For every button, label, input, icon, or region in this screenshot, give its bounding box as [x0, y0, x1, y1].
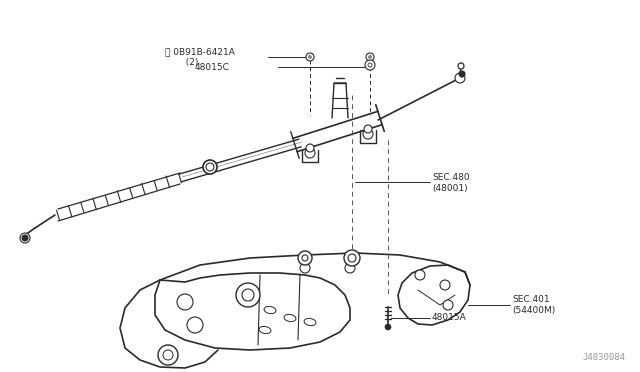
Circle shape — [22, 235, 28, 241]
Text: (54400M): (54400M) — [512, 305, 556, 314]
Circle shape — [306, 53, 314, 61]
Circle shape — [364, 125, 372, 133]
Text: (48001): (48001) — [432, 183, 468, 192]
Circle shape — [308, 55, 312, 59]
Circle shape — [385, 324, 391, 330]
Circle shape — [203, 160, 217, 174]
Circle shape — [236, 283, 260, 307]
Ellipse shape — [284, 314, 296, 322]
Circle shape — [458, 63, 464, 69]
Circle shape — [242, 289, 254, 301]
Circle shape — [298, 251, 312, 265]
Circle shape — [363, 129, 373, 139]
Circle shape — [302, 255, 308, 261]
Circle shape — [305, 148, 315, 158]
Ellipse shape — [304, 318, 316, 326]
Text: J4830084: J4830084 — [582, 353, 625, 362]
Circle shape — [20, 233, 30, 243]
Circle shape — [158, 345, 178, 365]
Circle shape — [455, 73, 465, 83]
Circle shape — [306, 144, 314, 152]
Circle shape — [177, 294, 193, 310]
Circle shape — [443, 300, 453, 310]
Circle shape — [348, 254, 356, 262]
Text: Ⓝ 0B91B-6421A: Ⓝ 0B91B-6421A — [165, 48, 235, 57]
Text: SEC.401: SEC.401 — [512, 295, 550, 305]
Circle shape — [366, 53, 374, 61]
Circle shape — [206, 163, 214, 171]
Circle shape — [368, 63, 372, 67]
Circle shape — [368, 55, 372, 59]
Circle shape — [440, 280, 450, 290]
Circle shape — [344, 250, 360, 266]
Circle shape — [459, 71, 465, 77]
Circle shape — [365, 60, 375, 70]
Text: 48015C: 48015C — [195, 62, 230, 71]
Circle shape — [415, 270, 425, 280]
Text: SEC.480: SEC.480 — [432, 173, 470, 183]
Ellipse shape — [264, 307, 276, 314]
Text: 48015A: 48015A — [432, 314, 467, 323]
Circle shape — [187, 317, 203, 333]
Text: (2): (2) — [180, 58, 198, 67]
Circle shape — [163, 350, 173, 360]
Circle shape — [345, 263, 355, 273]
Circle shape — [300, 263, 310, 273]
Ellipse shape — [259, 326, 271, 334]
